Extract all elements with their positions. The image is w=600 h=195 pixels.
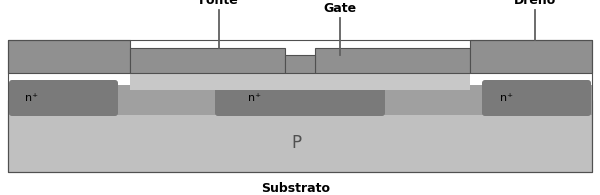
Bar	[130, 80, 470, 130]
Bar	[130, 48, 285, 73]
Bar	[8, 40, 130, 73]
Text: Fonte: Fonte	[199, 0, 239, 7]
Text: n⁺: n⁺	[25, 93, 38, 103]
Text: Dreno: Dreno	[514, 0, 556, 7]
Text: Gate: Gate	[323, 2, 356, 15]
Text: P: P	[291, 134, 301, 152]
Bar	[8, 100, 592, 172]
Bar	[8, 85, 592, 115]
Text: n⁺: n⁺	[500, 93, 513, 103]
FancyBboxPatch shape	[482, 80, 591, 116]
Bar	[315, 48, 470, 73]
FancyBboxPatch shape	[9, 80, 118, 116]
Bar	[470, 40, 592, 73]
Text: n⁺: n⁺	[248, 93, 261, 103]
Text: Substrato: Substrato	[262, 182, 331, 194]
Bar	[8, 40, 592, 172]
FancyBboxPatch shape	[215, 80, 385, 116]
Bar	[285, 55, 315, 73]
Bar	[130, 68, 470, 90]
